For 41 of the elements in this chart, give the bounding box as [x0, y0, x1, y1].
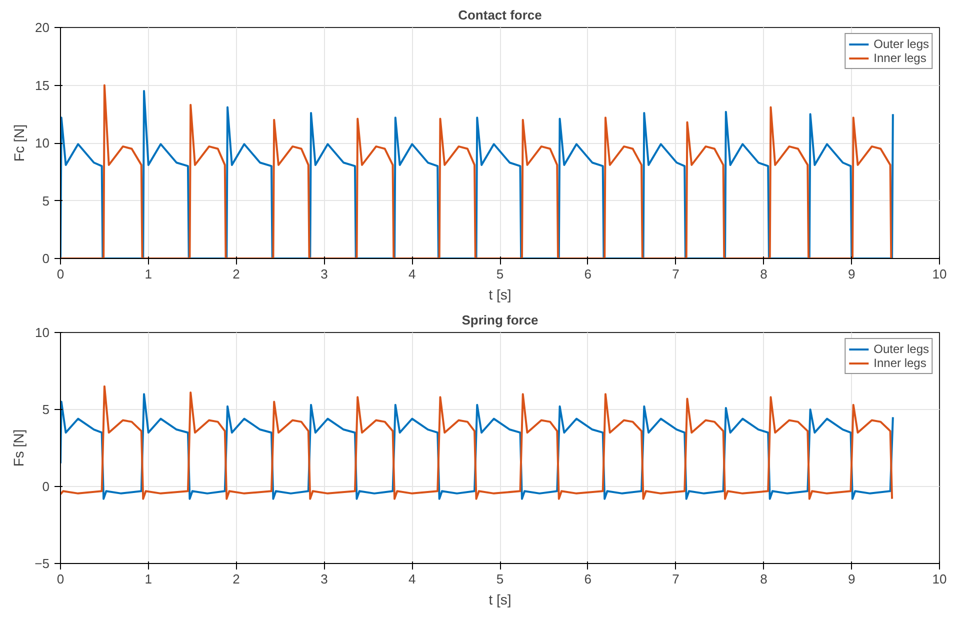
y-axis-title: Fc [N]	[11, 124, 28, 162]
x-tick-label: 10	[932, 266, 947, 282]
x-tick-label: 4	[408, 572, 416, 586]
x-tick-label: 9	[848, 572, 856, 586]
y-tick-label: 10	[35, 136, 50, 150]
x-tick-label: 1	[144, 266, 152, 282]
x-tick-label: 3	[320, 266, 328, 282]
x-tick-label: 6	[584, 266, 592, 282]
legend-label: Outer legs	[874, 37, 929, 51]
x-tick-label: 5	[496, 572, 504, 586]
x-tick-label: 10	[932, 572, 947, 586]
x-axis-title: t [s]	[488, 592, 512, 608]
y-tick-label: 5	[42, 193, 50, 208]
x-tick-label: 8	[760, 266, 768, 282]
y-tick-label: 0	[42, 479, 50, 494]
x-tick-label: 2	[232, 572, 240, 586]
legend-label: Inner legs	[874, 51, 926, 65]
chart-title: Spring force	[462, 312, 538, 328]
y-tick-label: 0	[42, 251, 50, 266]
x-tick-label: 2	[232, 266, 240, 282]
x-tick-label: 6	[584, 572, 592, 586]
x-tick-label: 8	[760, 572, 768, 586]
x-tick-label: 4	[408, 266, 416, 282]
x-tick-label: 7	[672, 266, 680, 282]
x-tick-label: 0	[56, 572, 64, 586]
y-axis-title: Fs [N]	[10, 429, 27, 467]
y-tick-label: 10	[35, 325, 50, 340]
legend-label: Inner legs	[874, 356, 926, 370]
x-tick-label: 9	[848, 266, 856, 282]
y-tick-label: 20	[35, 20, 50, 35]
x-tick-label: 0	[56, 266, 64, 282]
x-tick-label: 3	[320, 572, 328, 586]
y-tick-label: 5	[42, 402, 50, 417]
x-tick-label: 1	[144, 572, 152, 586]
y-tick-label: −5	[34, 556, 50, 571]
y-tick-label: 15	[35, 78, 50, 93]
legend-label: Outer legs	[874, 342, 929, 356]
chart-title: Contact force	[458, 8, 542, 22]
x-tick-label: 7	[672, 572, 680, 586]
x-tick-label: 5	[496, 266, 504, 282]
x-axis-title: t [s]	[488, 286, 512, 302]
